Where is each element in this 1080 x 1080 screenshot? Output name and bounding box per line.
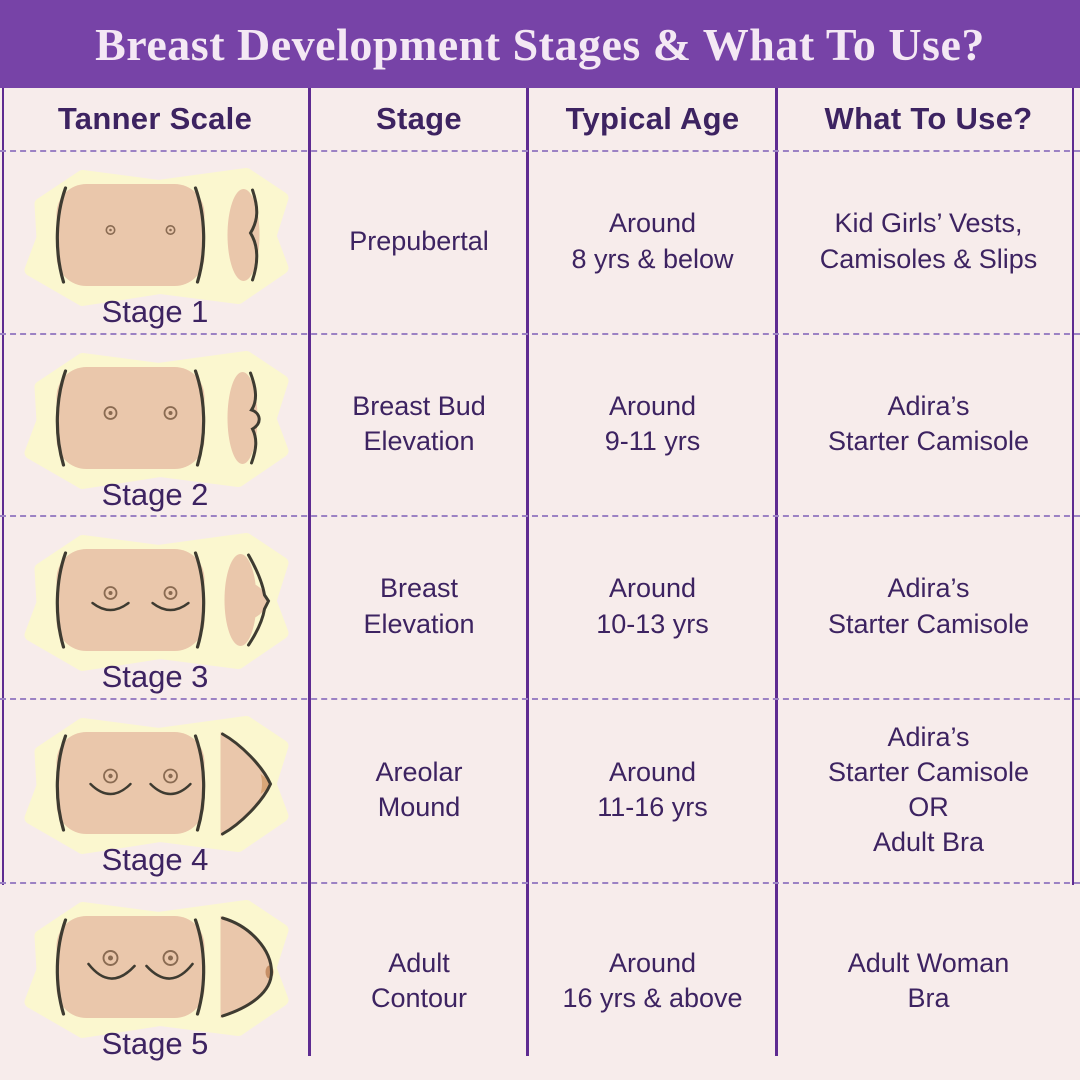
stage-4-torso-illustration <box>24 716 288 854</box>
stages-table: Tanner Scale Stage Typical Age What To U… <box>0 88 1080 1080</box>
column-header-typical-age: Typical Age <box>565 100 740 136</box>
table-cell-stage-3-use: Adira’s Starter Camisole <box>827 573 1030 639</box>
table-cell-stage-1-age: Around 8 yrs & below <box>571 208 734 274</box>
table-left-border <box>2 88 4 885</box>
table-cell-stage-4-use: Adira’s Starter Camisole OR Adult Bra <box>827 721 1030 858</box>
table-cell-stage-1-name: Prepubertal <box>349 225 489 256</box>
table-cell-stage-4-age: Around 11-16 yrs <box>597 756 708 822</box>
row-divider-3 <box>0 515 1080 517</box>
table-cell-stage-5-age: Around 16 yrs & above <box>562 947 743 1013</box>
stage-5-torso-illustration <box>24 900 288 1038</box>
stage-4-label: Stage 4 <box>101 842 209 877</box>
title-banner: Breast Development Stages & What To Use? <box>0 0 1080 88</box>
table-cell-stage-2-use: Adira’s Starter Camisole <box>827 390 1030 456</box>
table-row-3-tanner-cell: Stage 3 <box>0 515 310 698</box>
table-row-2-tanner-cell: Stage 2 <box>0 333 310 515</box>
table-cell-stage-2-name: Breast Bud Elevation <box>352 390 486 456</box>
table-cell-stage-3-age: Around 10-13 yrs <box>596 573 709 639</box>
row-divider-1 <box>0 150 1080 152</box>
column-divider-3 <box>775 88 778 1056</box>
table-cell-stage-3-name: Breast Elevation <box>363 573 475 639</box>
stage-5-label: Stage 5 <box>101 1026 209 1061</box>
row-divider-5 <box>0 882 1080 884</box>
row-divider-4 <box>0 698 1080 700</box>
table-row-5-tanner-cell: Stage 5 <box>0 882 310 1080</box>
row-divider-2 <box>0 333 1080 335</box>
table-cell-stage-5-name: Adult Contour <box>370 947 468 1013</box>
column-divider-2 <box>526 88 529 1056</box>
column-header-stage: Stage <box>376 100 462 136</box>
column-header-tanner-scale: Tanner Scale <box>57 100 253 136</box>
stage-2-torso-illustration <box>24 351 288 489</box>
table-row-4-tanner-cell: Stage 4 <box>0 698 310 882</box>
table-cell-stage-5-use: Adult Woman Bra <box>847 947 1010 1013</box>
table-cell-stage-2-age: Around 9-11 yrs <box>604 390 701 456</box>
table-cell-stage-4-name: Areolar Mound <box>375 756 463 822</box>
table-right-border <box>1072 88 1074 885</box>
stage-1-label: Stage 1 <box>101 294 209 329</box>
column-header-what-to-use: What To Use? <box>824 100 1033 136</box>
stage-2-label: Stage 2 <box>101 477 209 512</box>
table-row-1-tanner-cell: Stage 1 <box>0 150 310 333</box>
table-cell-stage-1-use: Kid Girls’ Vests, Camisoles & Slips <box>819 208 1038 274</box>
page-title: Breast Development Stages & What To Use? <box>95 18 985 70</box>
stage-3-torso-illustration <box>24 533 288 671</box>
stage-3-label: Stage 3 <box>101 659 209 694</box>
stage-1-torso-illustration <box>24 168 288 306</box>
column-divider-1 <box>308 88 311 1056</box>
